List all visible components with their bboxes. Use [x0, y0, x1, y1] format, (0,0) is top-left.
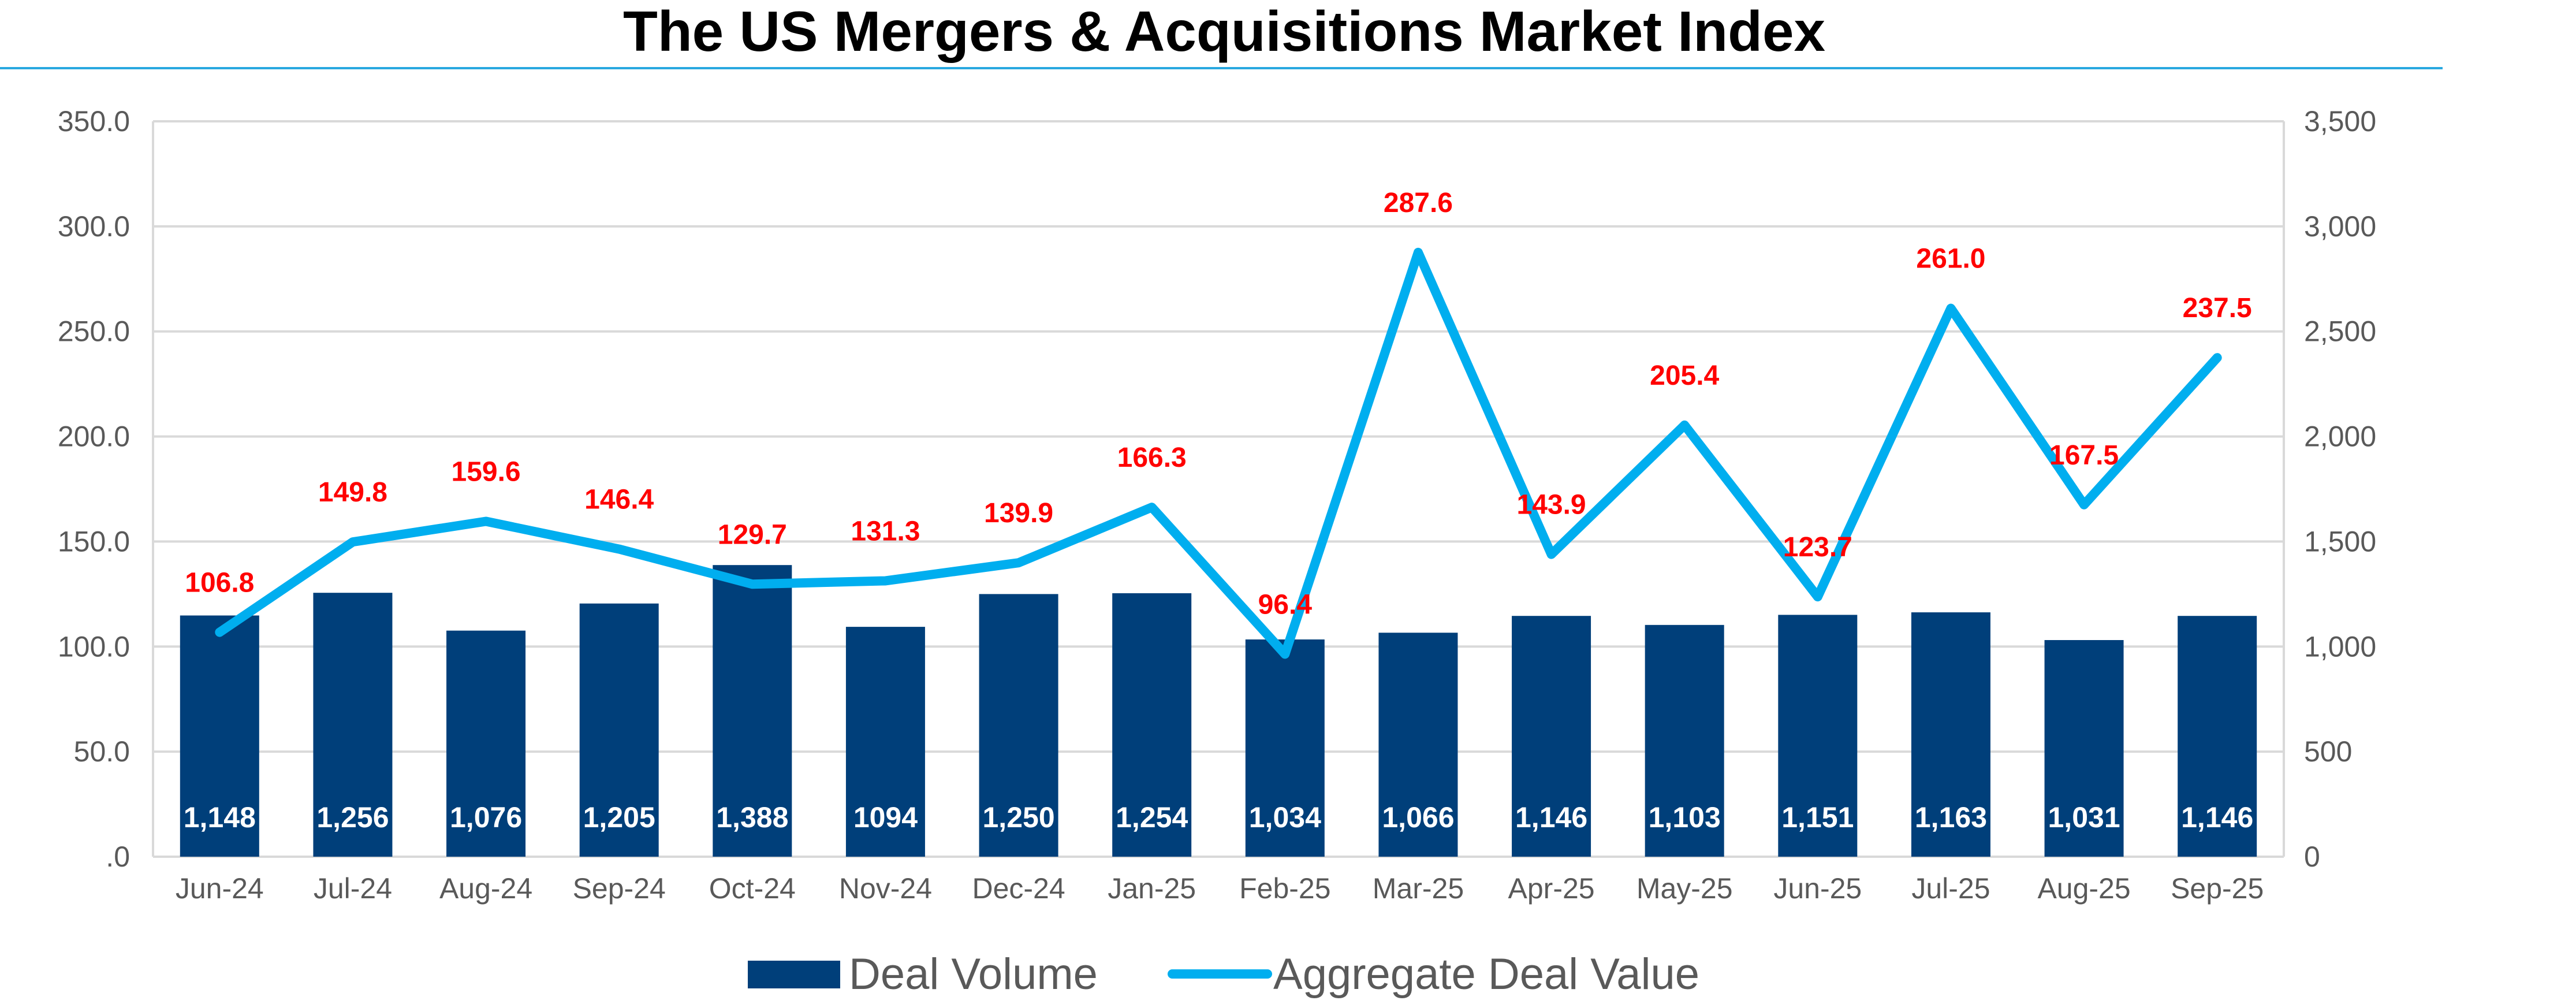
line-data-label: 205.4 [1650, 360, 1719, 391]
bar-deal-volume-dec-24 [979, 594, 1058, 857]
x-tick-label: Sep-25 [2171, 872, 2264, 905]
x-tick-label: Mar-25 [1373, 872, 1464, 905]
x-tick-label: Aug-25 [2037, 872, 2130, 905]
line-data-label: 106.8 [185, 568, 254, 598]
bar-deal-volume-jun-24 [180, 615, 259, 857]
right-axis-tick-label: 1,000 [2304, 630, 2376, 663]
bar-data-label: 1,103 [1649, 801, 1721, 834]
line-aggregate-deal-value [215, 247, 2222, 659]
bar-deal-volume-mar-25 [1378, 633, 1458, 857]
bar-deal-volume-aug-24 [446, 630, 526, 857]
legend-label-deal-volume: Deal Volume [849, 950, 1098, 999]
bar-deal-volume-apr-25 [1512, 616, 1591, 857]
line-data-label: 146.4 [584, 485, 654, 515]
chart-title: The US Mergers & Acquisitions Market Ind… [623, 0, 1825, 63]
right-axis-tick-label: 2,000 [2304, 421, 2376, 453]
x-tick-label: Jun-25 [1773, 872, 1862, 905]
x-tick-label: Dec-24 [972, 872, 1065, 905]
bar-data-label: 1,034 [1249, 801, 1321, 834]
x-tick-label: Aug-24 [439, 872, 532, 905]
bar-deal-volume-feb-25 [1245, 639, 1325, 857]
bar-data-label: 1,031 [2048, 801, 2120, 834]
bar-data-label: 1,066 [1382, 801, 1454, 834]
bar-data-label: 1,388 [716, 801, 788, 834]
line-data-label: 237.5 [2183, 293, 2252, 323]
x-axis: Jun-24 Jul-24 Aug-24 Sep-24 Oct-24 Nov-24 Dec-… [176, 872, 2264, 905]
line-data-label: 167.5 [2049, 440, 2119, 471]
bar-deal-volume-oct-24 [713, 565, 792, 857]
left-axis-tick-label: .0 [106, 841, 130, 873]
x-tick-label: Oct-24 [709, 872, 796, 905]
left-axis-tick-label: 250.0 [58, 315, 130, 348]
line-data-label: 261.0 [1916, 244, 1985, 274]
legend-swatch-deal-volume [748, 961, 840, 988]
line-data-label: 139.9 [984, 498, 1053, 529]
bar-data-label: 1,148 [184, 801, 256, 834]
deal-volume-bars: 1,148 1,256 1,076 1,205 1,388 1094 1,250 1,254 1… [180, 565, 2257, 857]
right-axis-tick-label: 1,500 [2304, 525, 2376, 557]
x-tick-label: Jun-24 [176, 872, 264, 905]
right-axis-tick-label: 500 [2304, 735, 2352, 768]
left-axis-tick-label: 50.0 [74, 735, 130, 768]
bar-data-label: 1,254 [1116, 801, 1188, 834]
bar-data-label: 1,256 [316, 801, 389, 834]
left-axis-tick-label: 150.0 [58, 525, 130, 557]
bar-deal-volume-jul-25 [1911, 612, 1990, 857]
right-axis-tick-label: 3,500 [2304, 105, 2376, 137]
bar-deal-volume-may-25 [1645, 624, 1724, 857]
left-axis-tick-label: 100.0 [58, 630, 130, 663]
left-axis-tick-label: 200.0 [58, 421, 130, 453]
line-data-label: 129.7 [718, 519, 787, 550]
line-data-label: 123.7 [1783, 532, 1852, 563]
x-tick-label: Jul-25 [1911, 872, 1990, 905]
bar-deal-volume-jun-25 [1778, 615, 1858, 857]
left-axis-tick-label: 350.0 [58, 105, 130, 137]
bar-data-label: 1,146 [2181, 801, 2253, 834]
left-axis: .0 50.0 100.0 150.0 200.0 250.0 300.0 350.0 [58, 105, 130, 873]
line-data-label: 143.9 [1517, 490, 1586, 520]
line-data-label: 166.3 [1117, 442, 1187, 473]
x-tick-label: Apr-25 [1508, 872, 1595, 905]
line-data-label: 287.6 [1384, 188, 1453, 218]
bar-data-label: 1,250 [983, 801, 1055, 834]
aggregate-deal-value-line: 106.8 149.8 159.6 146.4 129.7 131.3 139.9 166.3… [185, 188, 2252, 659]
right-axis-tick-label: 0 [2304, 841, 2320, 873]
legend-label-aggregate-deal-value: Aggregate Deal Value [1273, 950, 1699, 999]
x-tick-label: Nov-24 [839, 872, 932, 905]
bar-data-label: 1,163 [1915, 801, 1987, 834]
left-axis-tick-label: 300.0 [58, 210, 130, 243]
x-tick-label: Feb-25 [1239, 872, 1330, 905]
right-axis-tick-label: 2,500 [2304, 315, 2376, 348]
line-data-label: 159.6 [452, 457, 521, 488]
x-tick-label: Sep-24 [573, 872, 666, 905]
bar-data-label: 1,146 [1515, 801, 1587, 834]
line-data-label: 96.4 [1258, 589, 1313, 620]
bar-deal-volume-jul-24 [313, 593, 393, 857]
bar-deal-volume-sep-25 [2178, 616, 2257, 857]
x-tick-label: Jul-24 [314, 872, 392, 905]
line-data-label: 131.3 [851, 516, 920, 546]
bar-deal-volume-aug-25 [2044, 640, 2124, 857]
legend: Deal Volume Aggregate Deal Value [748, 950, 1699, 999]
bar-data-label: 1,151 [1781, 801, 1854, 834]
bar-data-label: 1094 [853, 801, 918, 834]
right-axis: 0 500 1,000 1,500 2,000 2,500 3,000 3,500 [2304, 105, 2376, 873]
x-tick-label: May-25 [1636, 872, 1733, 905]
bar-data-label: 1,205 [583, 801, 655, 834]
bar-data-label: 1,076 [450, 801, 522, 834]
bar-deal-volume-sep-24 [579, 603, 659, 857]
bar-deal-volume-jan-25 [1112, 593, 1192, 857]
bar-deal-volume-nov-24 [845, 627, 925, 857]
line-data-label: 149.8 [318, 477, 387, 508]
right-axis-tick-label: 3,000 [2304, 210, 2376, 243]
x-tick-label: Jan-25 [1108, 872, 1196, 905]
